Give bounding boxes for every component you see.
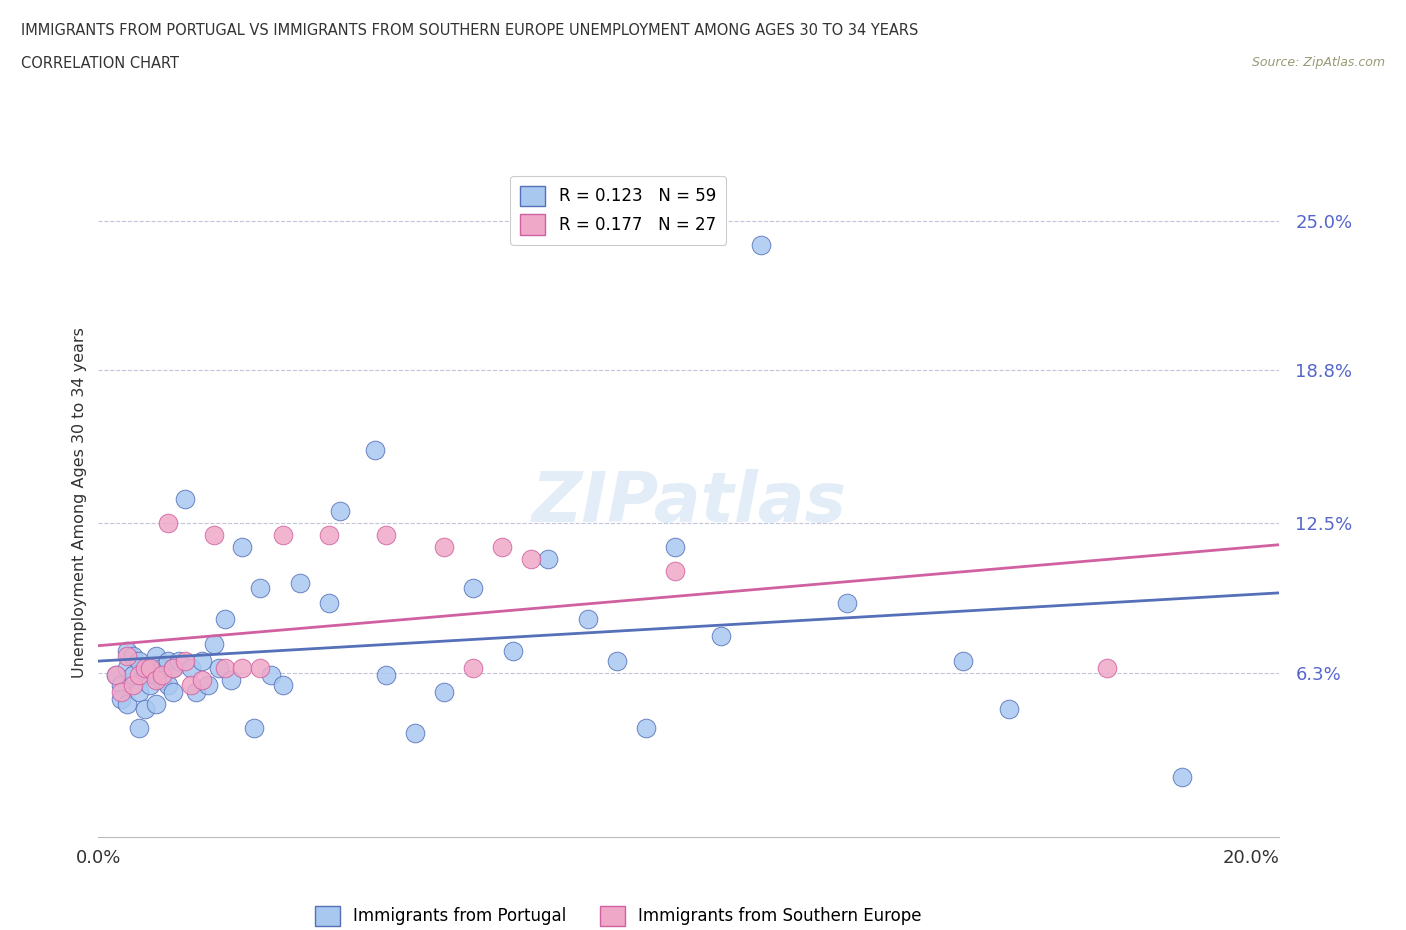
Point — [952, 653, 974, 668]
Text: ZIPatlas: ZIPatlas — [531, 469, 846, 536]
Point — [115, 648, 138, 663]
Point — [191, 653, 214, 668]
Point — [162, 684, 184, 699]
Point — [219, 672, 242, 687]
Point — [271, 677, 294, 692]
Point — [197, 677, 219, 692]
Point — [150, 660, 173, 675]
Point — [104, 668, 127, 683]
Point — [150, 672, 173, 687]
Point — [115, 660, 138, 675]
Point — [128, 653, 150, 668]
Point — [288, 576, 311, 591]
Point — [173, 653, 195, 668]
Point — [145, 672, 167, 687]
Point — [318, 527, 340, 542]
Point — [134, 668, 156, 683]
Point — [202, 527, 225, 542]
Point — [249, 660, 271, 675]
Point — [749, 237, 772, 252]
Point — [231, 660, 253, 675]
Point — [110, 677, 132, 692]
Point — [260, 668, 283, 683]
Point — [634, 721, 657, 736]
Point — [1095, 660, 1118, 675]
Point — [318, 595, 340, 610]
Point — [145, 668, 167, 683]
Point — [167, 653, 190, 668]
Point — [519, 551, 541, 566]
Point — [134, 701, 156, 716]
Point — [156, 515, 179, 530]
Point — [997, 701, 1019, 716]
Point — [122, 677, 145, 692]
Y-axis label: Unemployment Among Ages 30 to 34 years: Unemployment Among Ages 30 to 34 years — [72, 326, 87, 678]
Point — [375, 527, 398, 542]
Point — [139, 660, 162, 675]
Point — [664, 539, 686, 554]
Point — [710, 629, 733, 644]
Point — [214, 660, 236, 675]
Point — [156, 653, 179, 668]
Point — [134, 660, 156, 675]
Point — [156, 677, 179, 692]
Point — [128, 684, 150, 699]
Point — [110, 684, 132, 699]
Point — [537, 551, 560, 566]
Point — [173, 491, 195, 506]
Point — [191, 672, 214, 687]
Point — [122, 668, 145, 683]
Point — [249, 580, 271, 595]
Point — [231, 539, 253, 554]
Point — [664, 564, 686, 578]
Point — [364, 443, 387, 458]
Point — [1170, 769, 1192, 784]
Point — [128, 668, 150, 683]
Point — [122, 648, 145, 663]
Text: Source: ZipAtlas.com: Source: ZipAtlas.com — [1251, 56, 1385, 69]
Point — [208, 660, 231, 675]
Point — [150, 668, 173, 683]
Point — [110, 692, 132, 707]
Point — [271, 527, 294, 542]
Point — [139, 677, 162, 692]
Point — [202, 636, 225, 651]
Point — [115, 697, 138, 711]
Point — [180, 660, 202, 675]
Point — [461, 580, 484, 595]
Point — [243, 721, 266, 736]
Point — [104, 668, 127, 683]
Point — [162, 660, 184, 675]
Point — [180, 677, 202, 692]
Point — [461, 660, 484, 675]
Point — [433, 539, 456, 554]
Point — [115, 644, 138, 658]
Point — [491, 539, 513, 554]
Point — [128, 721, 150, 736]
Point — [606, 653, 628, 668]
Text: IMMIGRANTS FROM PORTUGAL VS IMMIGRANTS FROM SOUTHERN EUROPE UNEMPLOYMENT AMONG A: IMMIGRANTS FROM PORTUGAL VS IMMIGRANTS F… — [21, 23, 918, 38]
Point — [214, 612, 236, 627]
Point — [145, 648, 167, 663]
Point — [502, 644, 524, 658]
Point — [186, 684, 208, 699]
Point — [375, 668, 398, 683]
Point — [837, 595, 859, 610]
Point — [145, 697, 167, 711]
Point — [404, 725, 426, 740]
Point — [162, 660, 184, 675]
Text: CORRELATION CHART: CORRELATION CHART — [21, 56, 179, 71]
Point — [329, 503, 352, 518]
Point — [139, 660, 162, 675]
Point — [433, 684, 456, 699]
Legend: Immigrants from Portugal, Immigrants from Southern Europe: Immigrants from Portugal, Immigrants fro… — [308, 899, 928, 930]
Point — [576, 612, 599, 627]
